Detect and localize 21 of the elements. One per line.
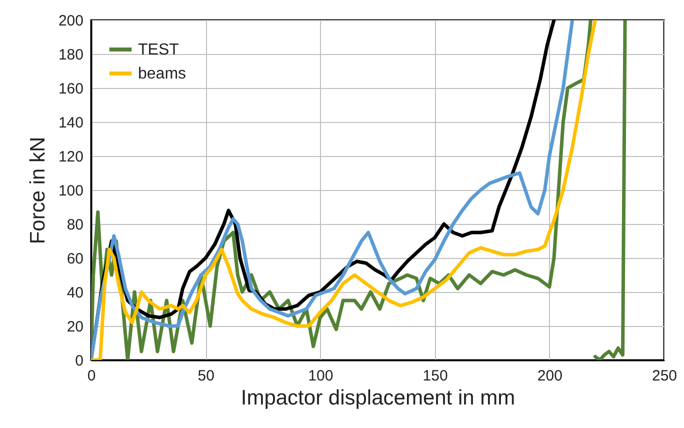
y-tick-label: 20 [66, 318, 84, 336]
y-tick-label: 140 [58, 114, 84, 132]
y-axis-title: Force in kN [26, 136, 50, 244]
x-tick-label: 0 [87, 368, 96, 384]
x-tick-label: 250 [652, 368, 678, 384]
x-tick-label: 200 [537, 368, 562, 384]
legend-label: TEST [138, 42, 180, 58]
x-axis-title: Impactor displacement in mm [240, 386, 516, 410]
y-tick-label: 40 [66, 284, 84, 302]
y-tick-label: 180 [58, 46, 84, 64]
y-tick-label: 80 [66, 216, 84, 234]
y-tick-label: 200 [58, 12, 84, 30]
y-tick-label: 100 [58, 182, 84, 200]
y-tick-label: 120 [58, 148, 84, 166]
x-tick-label: 150 [422, 368, 448, 384]
x-tick-label: 50 [198, 368, 214, 384]
x-tick-label: 100 [308, 368, 334, 384]
legend-label: beams [138, 66, 186, 82]
y-tick-label: 160 [58, 80, 84, 98]
y-tick-label: 60 [66, 250, 84, 268]
y-tick-label: 0 [75, 352, 84, 370]
